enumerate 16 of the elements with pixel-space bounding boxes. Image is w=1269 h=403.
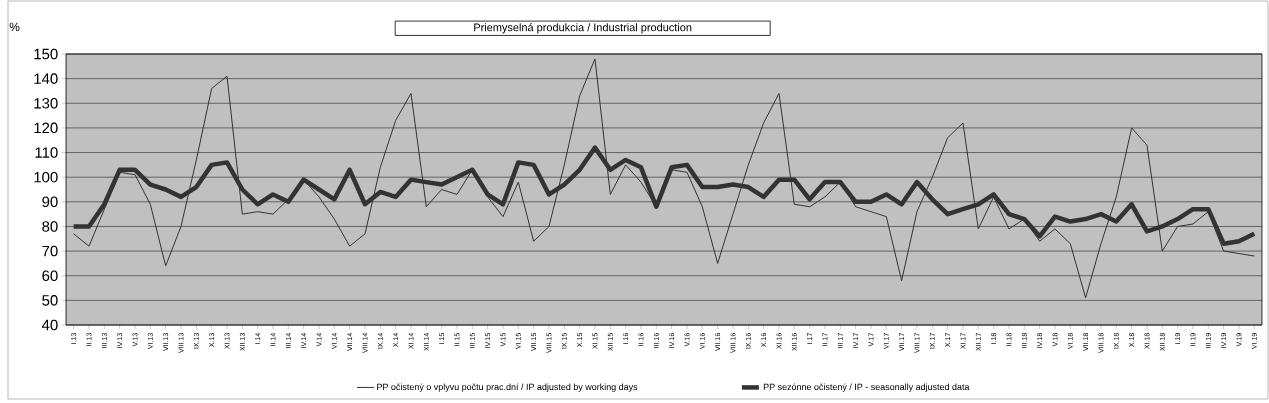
y-tick-label: 110 [35,147,58,158]
y-tick-label: 100 [34,171,58,183]
y-tick-label: 70 [42,245,58,257]
y-tick-label: 120 [34,122,58,134]
y-tick-label: 130 [34,97,58,109]
y-tick-label: 60 [42,270,58,282]
y-tick-label: 50 [42,295,58,306]
y-tick-label: 140 [34,73,58,84]
legend-label: PP sezónne očistený / IP - seasonally adjusted data [763,383,970,392]
y-tick-label: 40 [41,319,58,331]
y-axis-title: % [9,22,20,32]
y-tick-label: 150 [34,48,58,60]
y-tick-label: 80 [42,221,58,232]
y-tick-label: 90 [42,196,58,208]
legend-label: PP očistený o vplyvu počtu prac.dní / IP adjusted by working days [377,383,638,392]
chart-title: Priemyselná produkcia / Industrial production [474,23,692,34]
